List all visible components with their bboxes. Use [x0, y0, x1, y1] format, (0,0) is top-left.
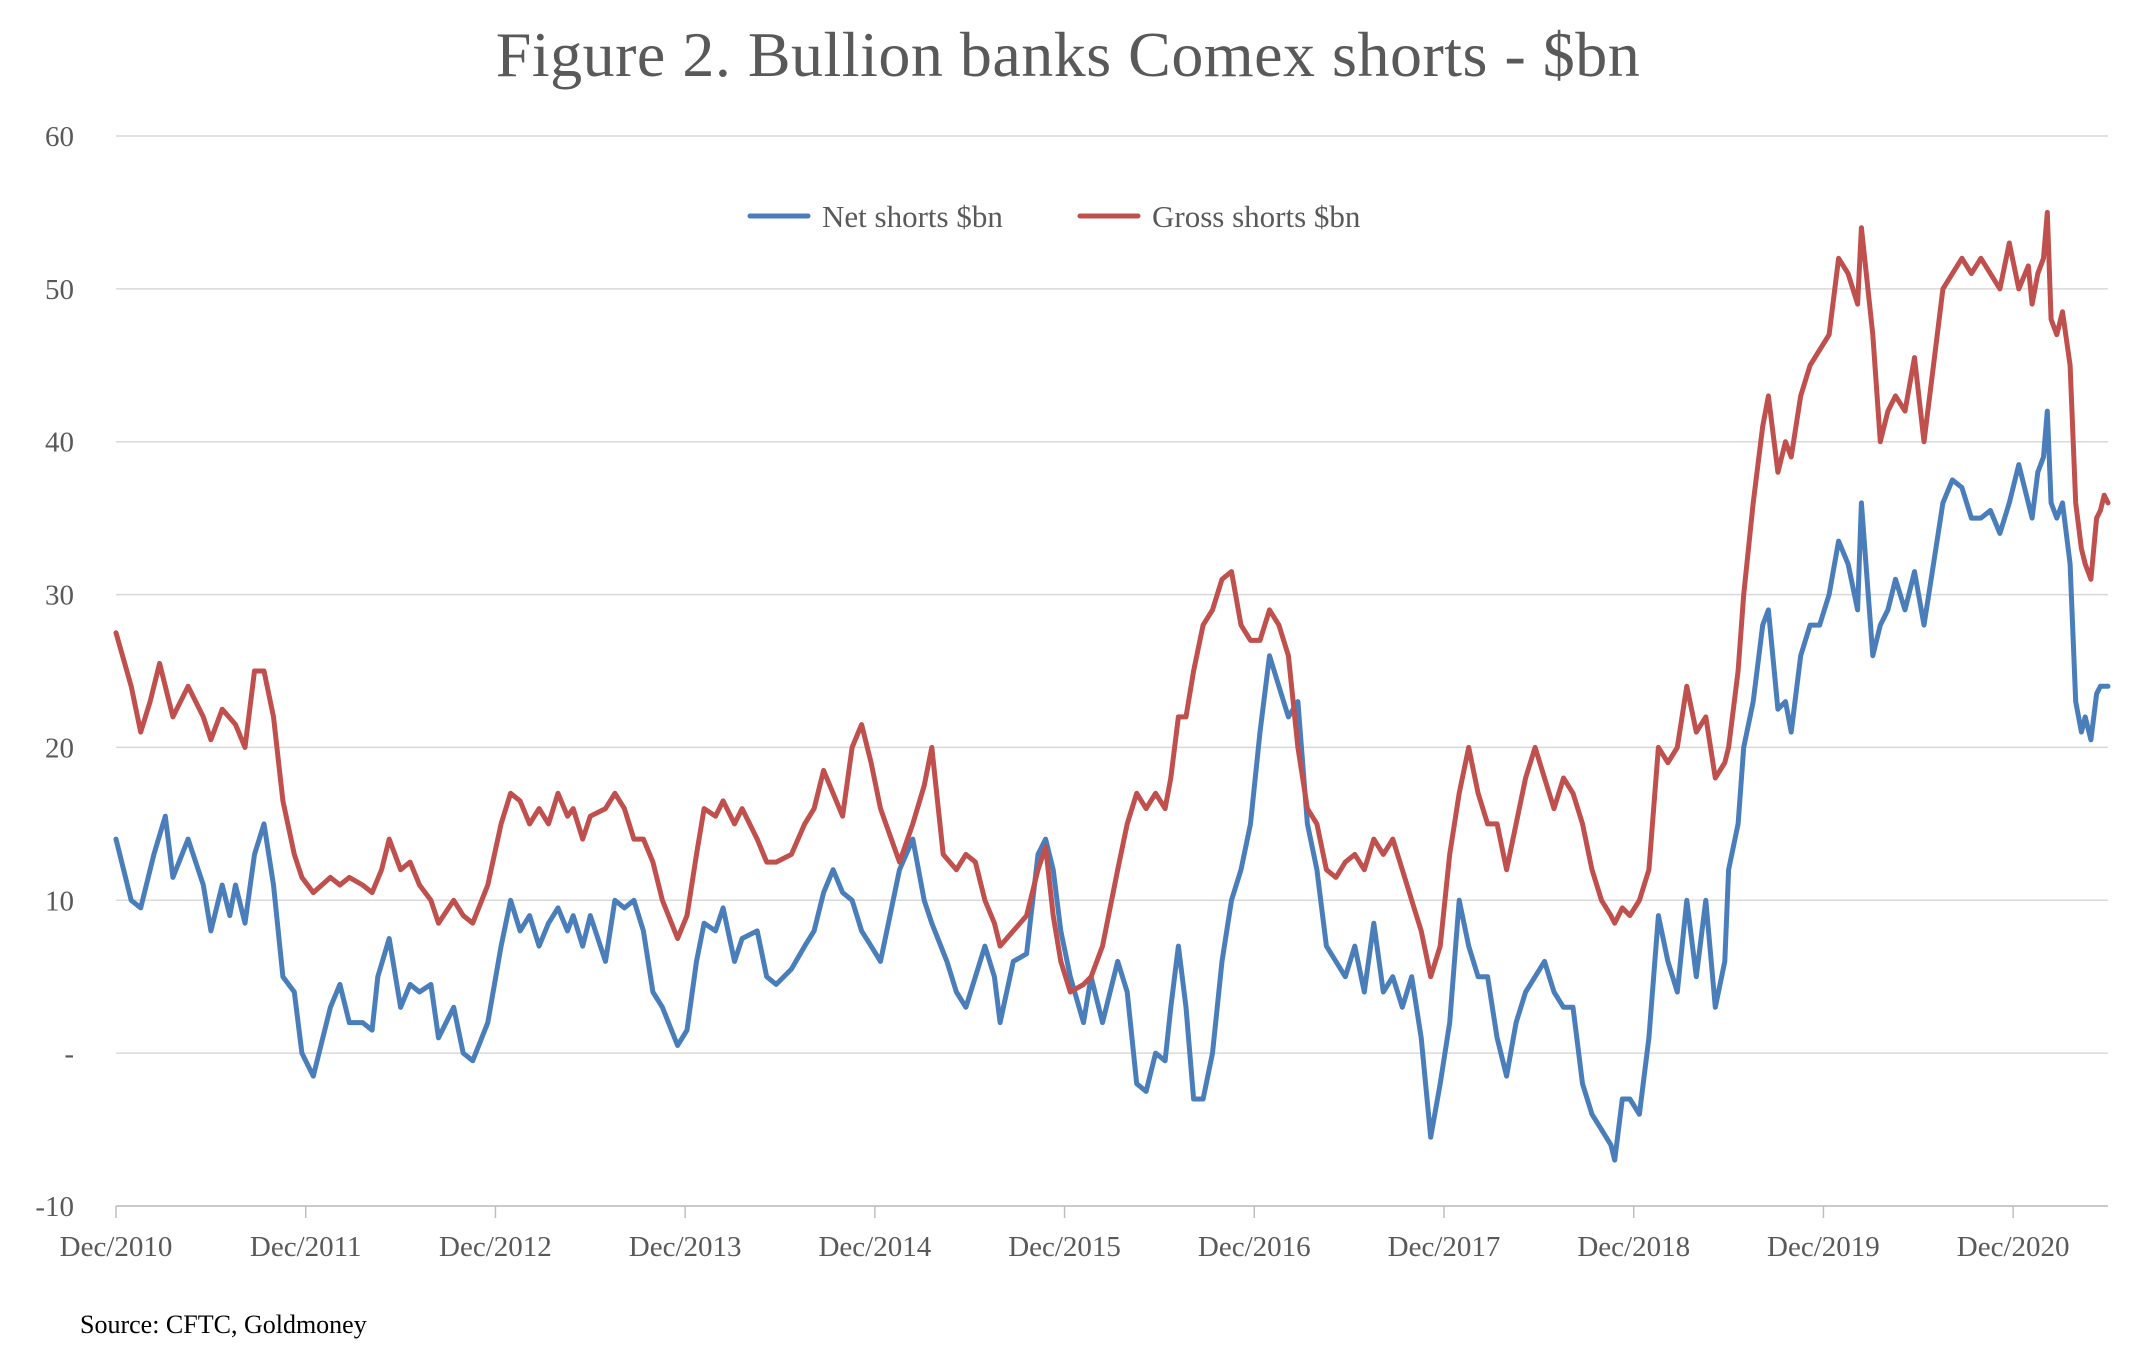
y-tick-label: 50: [45, 274, 74, 306]
x-tick-label: Dec/2016: [1198, 1231, 1311, 1263]
x-tick-label: Dec/2011: [250, 1231, 362, 1263]
y-tick-label: 10: [45, 885, 74, 917]
x-tick-label: Dec/2010: [60, 1231, 173, 1263]
x-tick-label: Dec/2014: [818, 1231, 931, 1263]
chart-title: Figure 2. Bullion banks Comex shorts - $…: [495, 19, 1641, 90]
x-tick-label: Dec/2015: [1008, 1231, 1121, 1263]
y-tick-label: 40: [45, 427, 74, 459]
y-tick-label: 30: [45, 580, 74, 612]
y-tick-label: -: [64, 1038, 74, 1070]
x-tick-label: Dec/2020: [1957, 1231, 2070, 1263]
legend: Net shorts $bn Gross shorts $bn: [747, 199, 1361, 234]
gridlines: [116, 135, 2108, 1207]
x-tick-label: Dec/2012: [439, 1231, 552, 1263]
series-line-net-shorts-bn: [113, 408, 2111, 1163]
legend-label-net-shorts-bn: Net shorts $bn: [822, 199, 1003, 234]
x-tick-label: Dec/2019: [1767, 1231, 1880, 1263]
source-note: Source: CFTC, Goldmoney: [80, 1310, 367, 1339]
x-tick-label: Dec/2018: [1577, 1231, 1690, 1263]
legend-label-gross-shorts-bn: Gross shorts $bn: [1152, 199, 1361, 234]
x-tick-label: Dec/2013: [629, 1231, 742, 1263]
y-tick-label: 20: [45, 732, 74, 764]
y-tick-label: -10: [35, 1191, 74, 1223]
series-lines: [113, 209, 2111, 1163]
y-tick-label: 60: [45, 121, 74, 153]
series-line-gross-shorts-bn: [113, 209, 2111, 995]
x-tick-label: Dec/2017: [1388, 1231, 1501, 1263]
